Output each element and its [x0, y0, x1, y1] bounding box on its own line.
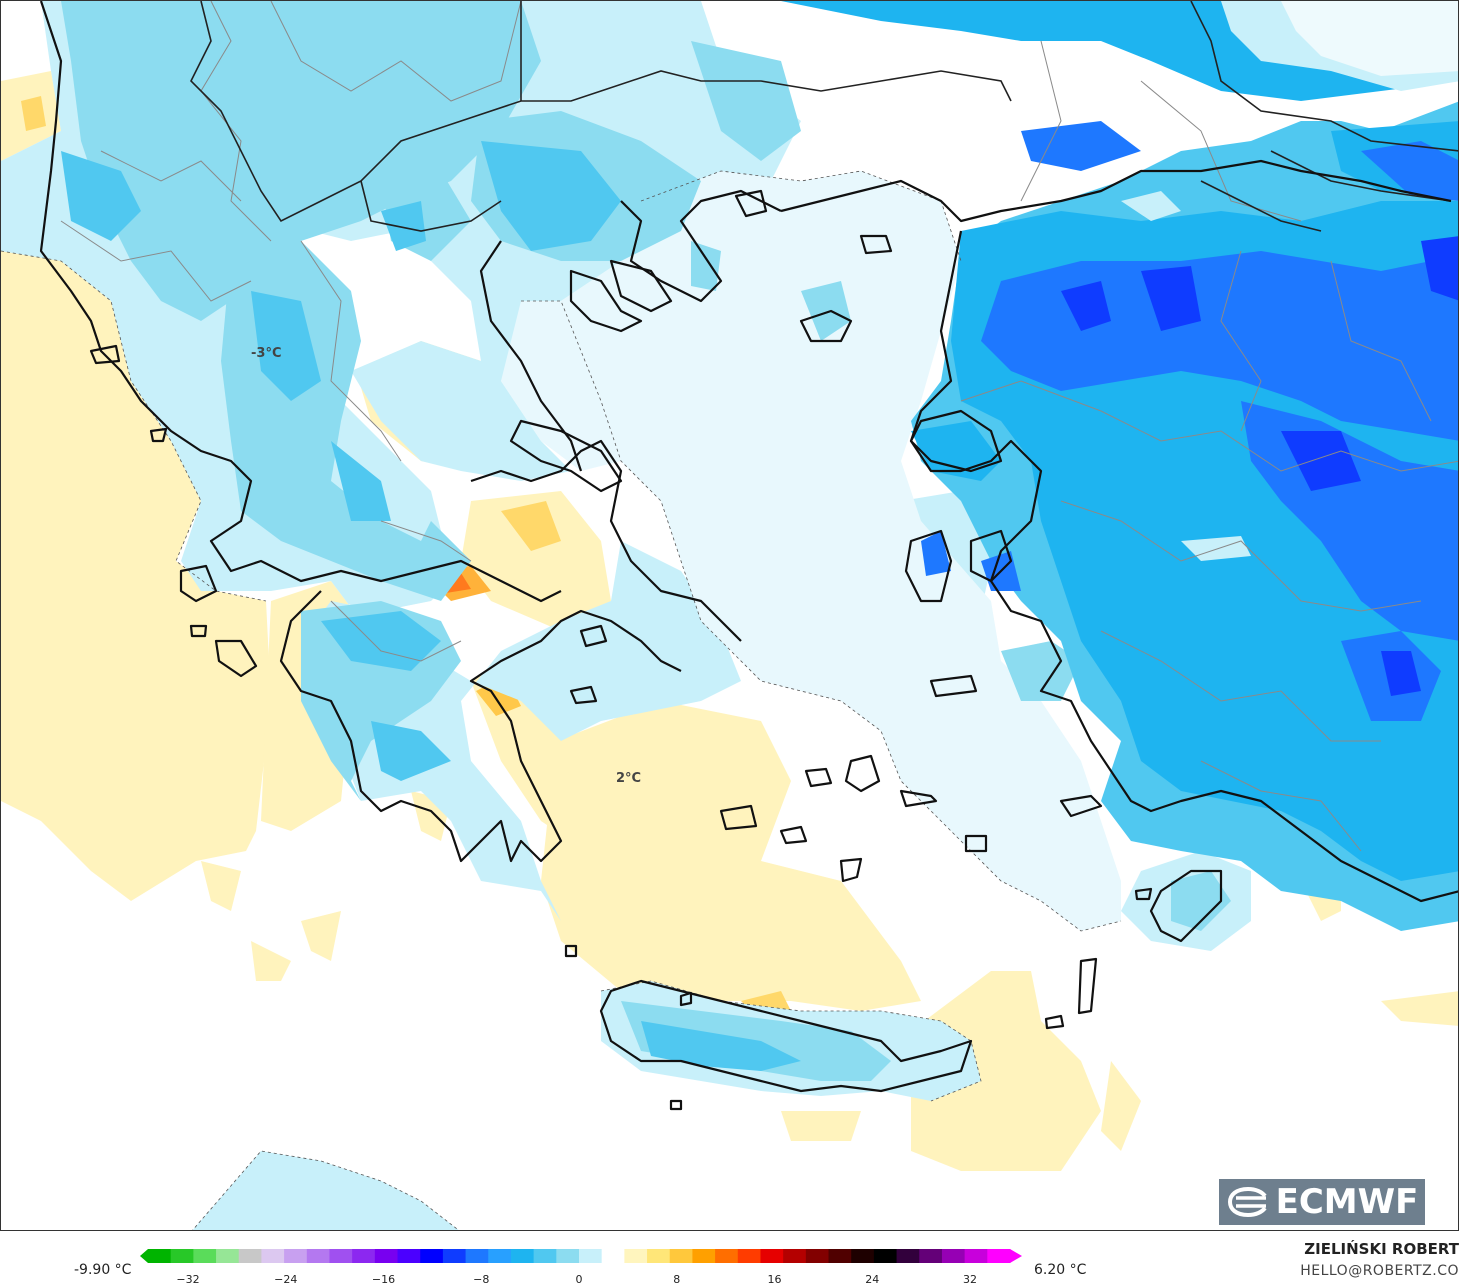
colorbar-segment — [420, 1249, 444, 1263]
colorbar-segment — [465, 1249, 489, 1263]
author-email: HELLO@ROBERTZ.CO — [1300, 1263, 1459, 1279]
colorbar-tick-label: −32 — [176, 1273, 200, 1286]
colorbar-segment — [737, 1249, 761, 1263]
colorbar-segment — [987, 1249, 1011, 1263]
cold-land-strong — [61, 141, 801, 1071]
colorbar-segment — [397, 1249, 421, 1263]
colorbar-tick-label: −8 — [473, 1273, 490, 1286]
colorbar-tick-label: 24 — [865, 1273, 880, 1286]
colorbar-segment — [873, 1249, 898, 1263]
ecmwf-logo: ECMWF — [1219, 1179, 1425, 1225]
colorbar-tick-label: 32 — [963, 1273, 977, 1286]
zero-contours — [1, 170, 1122, 1230]
colorbar-segment — [783, 1249, 807, 1263]
colorbar-segment — [669, 1249, 693, 1263]
temperature-colorbar — [140, 1249, 1022, 1263]
anatolia-white — [1281, 1, 1458, 76]
colorbar-tick-label: 8 — [673, 1273, 681, 1286]
colorbar-tick-label: −16 — [371, 1273, 396, 1286]
colorbar-segment — [193, 1249, 217, 1263]
ecmwf-swirl-icon — [1227, 1187, 1267, 1217]
colorbar-tick-label: 0 — [575, 1273, 583, 1286]
colorbar-segment — [624, 1249, 648, 1263]
colorbar-segment — [442, 1249, 467, 1263]
legend-max-label: 6.20 °C — [1034, 1262, 1087, 1278]
aegean-cold-sea — [501, 171, 1121, 931]
colorbar-segment — [238, 1249, 262, 1263]
colorbar-segment — [216, 1249, 240, 1263]
colorbar-segment — [329, 1249, 353, 1263]
colorbar-segment — [556, 1249, 580, 1263]
colorbar-segment — [601, 1249, 625, 1263]
colorbar-segment — [692, 1249, 716, 1263]
colorbar-tick-label: −24 — [274, 1273, 298, 1286]
colorbar-segment — [647, 1249, 671, 1263]
colorbar-segment — [374, 1249, 399, 1263]
colorbar-segment — [352, 1249, 376, 1263]
colorbar-segment — [941, 1249, 966, 1263]
colorbar-segment — [148, 1249, 172, 1263]
temp-label-north: -3°C — [251, 346, 282, 361]
coastlines — [39, 1, 1458, 1111]
anatolia-deep — [1061, 236, 1458, 696]
colorbar-segment — [261, 1249, 285, 1263]
temp-label-south: 2°C — [616, 771, 642, 786]
colorbar-segment — [805, 1249, 830, 1263]
colorbar-segment — [828, 1249, 852, 1263]
temperature-map: -3°C 2°C ECMWF — [0, 0, 1459, 1231]
colorbar-segment — [896, 1249, 920, 1263]
colorbar-segment — [306, 1249, 330, 1263]
colorbar-segment — [488, 1249, 512, 1263]
colorbar-segment — [715, 1249, 739, 1263]
colorbar-segment — [919, 1249, 943, 1263]
colorbar-segment — [964, 1249, 988, 1263]
country-borders — [190, 1, 1458, 232]
colorbar-segment — [760, 1249, 784, 1263]
colorbar-segment — [510, 1249, 535, 1263]
colorbar-segment — [533, 1249, 557, 1263]
colorbar-segment — [851, 1249, 875, 1263]
admin-borders — [60, 1, 1458, 852]
colorbar-tick-label: 16 — [767, 1273, 782, 1286]
author-name: ZIELIŃSKI ROBERT — [1304, 1240, 1459, 1258]
legend-min-label: -9.90 °C — [74, 1262, 132, 1278]
colorbar-segment — [170, 1249, 194, 1263]
colorbar-min-arrow — [140, 1249, 148, 1263]
map-canvas — [1, 1, 1458, 1230]
colorbar-max-arrow — [1010, 1249, 1022, 1263]
colorbar-segment — [284, 1249, 308, 1263]
ecmwf-logo-text: ECMWF — [1275, 1182, 1419, 1222]
colorbar-segment — [579, 1249, 603, 1263]
